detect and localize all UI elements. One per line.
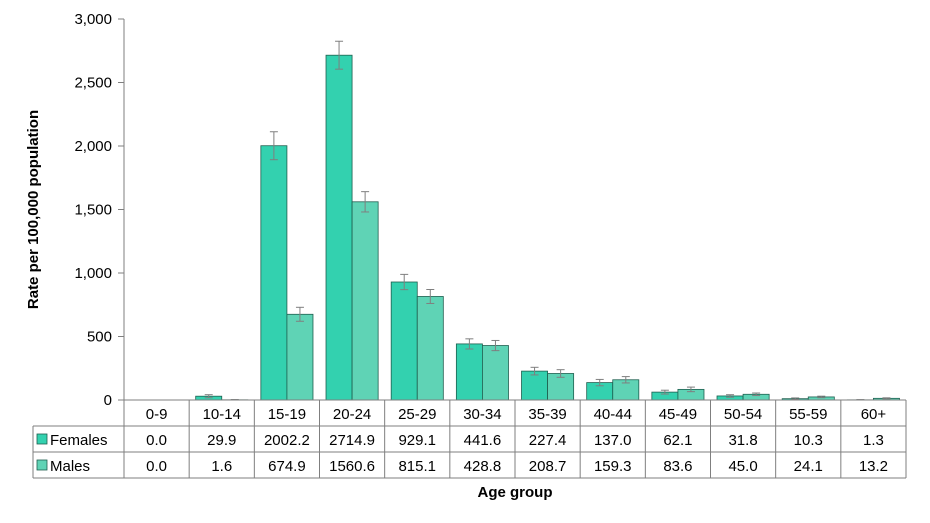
- x-tick-label: 35-39: [528, 406, 566, 423]
- y-tick-label: 2,000: [74, 138, 112, 155]
- data-value: 29.9: [207, 432, 236, 449]
- y-tick-label: 500: [87, 329, 112, 346]
- bar-females-35-39: [521, 370, 548, 401]
- x-tick-label: 60+: [861, 406, 887, 423]
- x-tick-label: 40-44: [594, 406, 632, 423]
- y-axis-title: Rate per 100,000 population: [25, 110, 42, 309]
- legend-swatch-males: [36, 459, 48, 471]
- data-value: 208.7: [529, 458, 567, 475]
- y-tick-label: 2,500: [74, 75, 112, 92]
- data-value: 83.6: [663, 458, 692, 475]
- bar-males-20-24: [351, 201, 379, 401]
- data-table: 0-9 10-14 15-19 20-24 25-29 30-34 35-39 40-44 45…: [32, 399, 907, 479]
- data-value: 10.3: [794, 432, 823, 449]
- legend-label-males: Males: [50, 458, 90, 475]
- data-value: 929.1: [398, 432, 436, 449]
- y-tick-label: 1,500: [74, 202, 112, 219]
- x-tick-label: 10-14: [203, 406, 241, 423]
- legend-swatch-females: [36, 433, 48, 445]
- data-value: 24.1: [794, 458, 823, 475]
- bar-females-15-19: [260, 145, 288, 401]
- bar-females-25-29: [390, 281, 418, 401]
- y-axis: 0 500 1,000 1,500 2,000 2,500 3,000: [74, 11, 125, 409]
- bar-males-30-34: [482, 345, 509, 401]
- x-tick-label: 30-34: [463, 406, 501, 423]
- data-value: 1.3: [863, 432, 884, 449]
- error-bars: [204, 40, 891, 401]
- data-value: 0.0: [146, 432, 167, 449]
- data-value: 2002.2: [264, 432, 310, 449]
- data-value: 2714.9: [329, 432, 375, 449]
- bar-females-20-24: [325, 54, 353, 401]
- data-value: 428.8: [464, 458, 502, 475]
- x-tick-label: 15-19: [268, 406, 306, 423]
- legend-label-females: Females: [50, 432, 108, 449]
- data-value: 0.0: [146, 458, 167, 475]
- y-tick-label: 0: [104, 392, 112, 409]
- y-tick-label: 1,000: [74, 265, 112, 282]
- data-value: 159.3: [594, 458, 632, 475]
- data-value: 674.9: [268, 458, 306, 475]
- x-tick-label: 25-29: [398, 406, 436, 423]
- data-value: 441.6: [464, 432, 502, 449]
- x-tick-label: 20-24: [333, 406, 371, 423]
- data-value: 1560.6: [329, 458, 375, 475]
- y-tick-label: 3,000: [74, 11, 112, 28]
- x-tick-label: 45-49: [659, 406, 697, 423]
- data-value: 815.1: [398, 458, 436, 475]
- x-tick-label: 50-54: [724, 406, 762, 423]
- data-value: 1.6: [211, 458, 232, 475]
- data-value: 62.1: [663, 432, 692, 449]
- data-value: 31.8: [728, 432, 757, 449]
- bars: [195, 54, 900, 401]
- data-value: 227.4: [529, 432, 567, 449]
- x-axis-title: Age group: [478, 484, 553, 501]
- x-tick-label: 0-9: [146, 406, 168, 423]
- data-value: 13.2: [859, 458, 888, 475]
- bar-males-25-29: [416, 296, 444, 401]
- data-value: 137.0: [594, 432, 632, 449]
- x-tick-label: 55-59: [789, 406, 827, 423]
- bar-females-30-34: [455, 343, 483, 401]
- bar-males-15-19: [286, 313, 314, 401]
- data-value: 45.0: [728, 458, 757, 475]
